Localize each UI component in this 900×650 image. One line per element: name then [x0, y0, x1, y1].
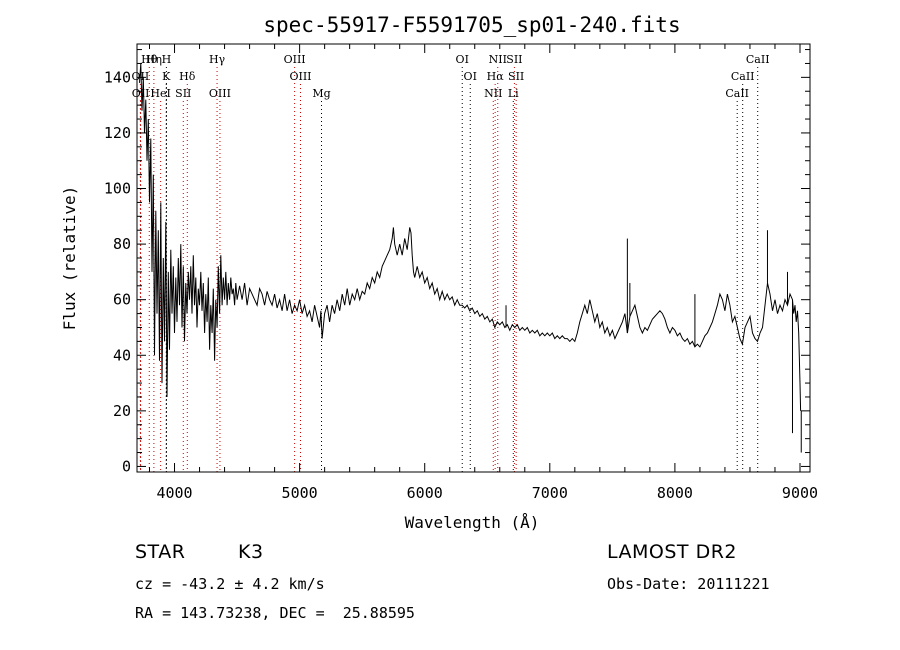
line-marker-label: SII: [175, 87, 191, 100]
line-marker-label: Hγ: [209, 53, 226, 66]
line-marker-label: Hθ: [141, 53, 158, 66]
line-marker-label: OI: [456, 53, 469, 66]
line-marker-label: H: [162, 53, 172, 66]
y-tick-label: 80: [113, 235, 131, 253]
x-axis-label: Wavelength (Å): [405, 513, 540, 532]
object-subclass: K3: [238, 541, 264, 563]
obs-date: Obs-Date: 20111221: [607, 575, 770, 593]
y-tick-label: 40: [113, 346, 131, 364]
x-tick-label: 7000: [532, 484, 568, 502]
y-tick-label: 140: [104, 68, 131, 86]
line-marker-label: Hδ: [179, 70, 196, 83]
line-marker-label: OI: [464, 70, 477, 83]
x-tick-label: 4000: [156, 484, 192, 502]
line-marker-label: NII: [484, 87, 502, 100]
line-marker-label: CaII: [725, 87, 749, 100]
line-marker-label: K: [162, 70, 171, 83]
line-marker-label: NII: [489, 53, 507, 66]
line-marker-label: SII: [508, 70, 524, 83]
line-marker-label: OIII: [289, 70, 311, 83]
x-tick-label: 9000: [782, 484, 818, 502]
x-tick-label: 5000: [282, 484, 318, 502]
x-axis: 4000 5000 6000 7000 8000 9000: [149, 44, 818, 502]
survey-name: LAMOST DR2: [607, 541, 737, 563]
redshift-readout: cz = -43.2 ± 4.2 km/s: [135, 575, 325, 593]
y-tick-label: 120: [104, 124, 131, 142]
line-marker-label: OIII: [209, 87, 231, 100]
y-tick-label: 0: [122, 457, 131, 475]
line-marker-label: SII: [506, 53, 522, 66]
plot-frame: [136, 43, 811, 473]
line-marker-label: OIII: [284, 53, 306, 66]
line-marker-label: HeI: [150, 87, 170, 100]
spectrum-line: [139, 63, 802, 411]
spectrum-spikes: [505, 230, 802, 453]
x-tick-label: 8000: [657, 484, 693, 502]
object-class: STAR: [135, 541, 186, 563]
y-axis: 0 20 40 60 80 100 120 140: [104, 49, 810, 475]
line-marker-label: OII: [132, 87, 150, 100]
y-tick-label: 60: [113, 291, 131, 309]
line-marker-label: Mg: [312, 87, 330, 100]
chart-title: spec-55917-F5591705_sp01-240.fits: [263, 13, 680, 37]
coordinates: RA = 143.73238, DEC = 25.88595: [135, 604, 415, 622]
line-marker-label: CaII: [746, 53, 770, 66]
y-axis-label: Flux (relative): [60, 186, 79, 331]
y-tick-label: 20: [113, 402, 131, 420]
y-tick-label: 100: [104, 180, 131, 198]
line-marker-label: Li: [508, 87, 519, 100]
line-marker-label: Hη: [146, 53, 162, 66]
x-tick-label: 6000: [407, 484, 443, 502]
line-marker-label: Hα: [487, 70, 505, 83]
line-marker-label: CaII: [731, 70, 755, 83]
